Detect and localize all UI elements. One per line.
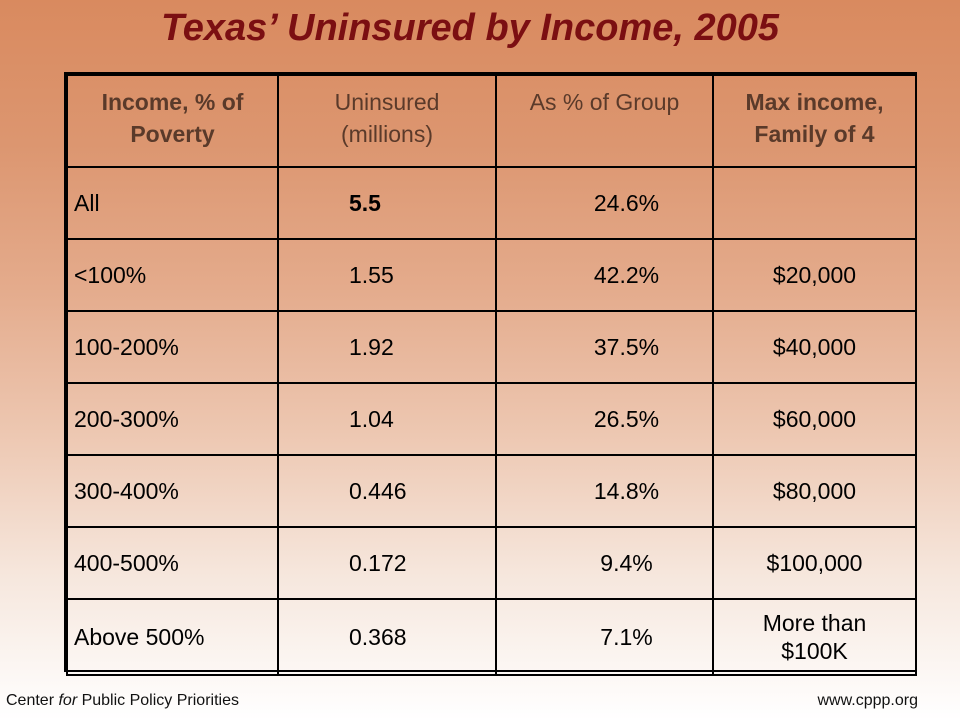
footer-org-suffix: Public Policy Priorities (77, 692, 239, 709)
income-cell: <100% (66, 238, 279, 312)
footer-org-italic: for (58, 692, 78, 709)
pct-cell: 7.1% (495, 598, 714, 676)
table-row: 100-200% 1.92 37.5% $40,000 (66, 310, 917, 384)
header-income: Income, % of Poverty (66, 74, 279, 168)
max-income-cell: $40,000 (712, 310, 917, 384)
pct-cell: 37.5% (495, 310, 714, 384)
footer-org-prefix: Center (6, 692, 59, 709)
table-row: 200-300% 1.04 26.5% $60,000 (66, 382, 917, 456)
max-income-line2: $100K (781, 638, 848, 664)
income-cell: 100-200% (66, 310, 279, 384)
income-cell: 400-500% (66, 526, 279, 600)
max-income-cell: $100,000 (712, 526, 917, 600)
header-max-line2: Family of 4 (754, 121, 875, 147)
header-uninsured: Uninsured (millions) (277, 74, 497, 168)
uninsured-cell: 1.92 (277, 310, 497, 384)
uninsured-cell: 1.04 (277, 382, 497, 456)
income-cell: 200-300% (66, 382, 279, 456)
uninsured-cell: 0.446 (277, 454, 497, 528)
pct-cell: 24.6% (495, 166, 714, 240)
table-row: Above 500% 0.368 7.1% More than $100K (66, 598, 917, 676)
uninsured-cell: 0.172 (277, 526, 497, 600)
header-max-income: Max income, Family of 4 (712, 74, 917, 168)
max-income-cell (712, 166, 917, 240)
income-cell: All (66, 166, 279, 240)
header-income-line1: Income, % of (101, 89, 244, 115)
max-income-cell: More than $100K (712, 598, 917, 676)
header-pct-label: As % of Group (529, 89, 680, 115)
table-header-row: Income, % of Poverty Uninsured (millions… (66, 74, 917, 168)
income-cell: 300-400% (66, 454, 279, 528)
uninsured-cell: 1.55 (277, 238, 497, 312)
uninsured-cell: 5.5 (277, 166, 497, 240)
slide-title: Texas’ Uninsured by Income, 2005 (160, 7, 780, 49)
pct-cell: 14.8% (495, 454, 714, 528)
table-row: 300-400% 0.446 14.8% $80,000 (66, 454, 917, 528)
pct-cell: 9.4% (495, 526, 714, 600)
header-uninsured-line1: Uninsured (334, 89, 440, 115)
header-income-line2: Poverty (130, 121, 215, 147)
pct-cell: 42.2% (495, 238, 714, 312)
max-income-cell: $20,000 (712, 238, 917, 312)
uninsured-cell: 0.368 (277, 598, 497, 676)
header-pct: As % of Group (495, 74, 714, 168)
footer-website: www.cppp.org (817, 692, 919, 709)
footer-organization: Center for Public Policy Priorities (6, 692, 239, 710)
header-max-line1: Max income, (745, 89, 884, 115)
uninsured-table: Income, % of Poverty Uninsured (millions… (64, 72, 917, 676)
income-cell: Above 500% (66, 598, 279, 676)
header-uninsured-line2: (millions) (341, 121, 433, 147)
table-row: <100% 1.55 42.2% $20,000 (66, 238, 917, 312)
table-row: 400-500% 0.172 9.4% $100,000 (66, 526, 917, 600)
pct-cell: 26.5% (495, 382, 714, 456)
max-income-cell: $60,000 (712, 382, 917, 456)
max-income-cell: $80,000 (712, 454, 917, 528)
max-income-line1: More than (762, 610, 867, 636)
table-row: All 5.5 24.6% (66, 166, 917, 240)
